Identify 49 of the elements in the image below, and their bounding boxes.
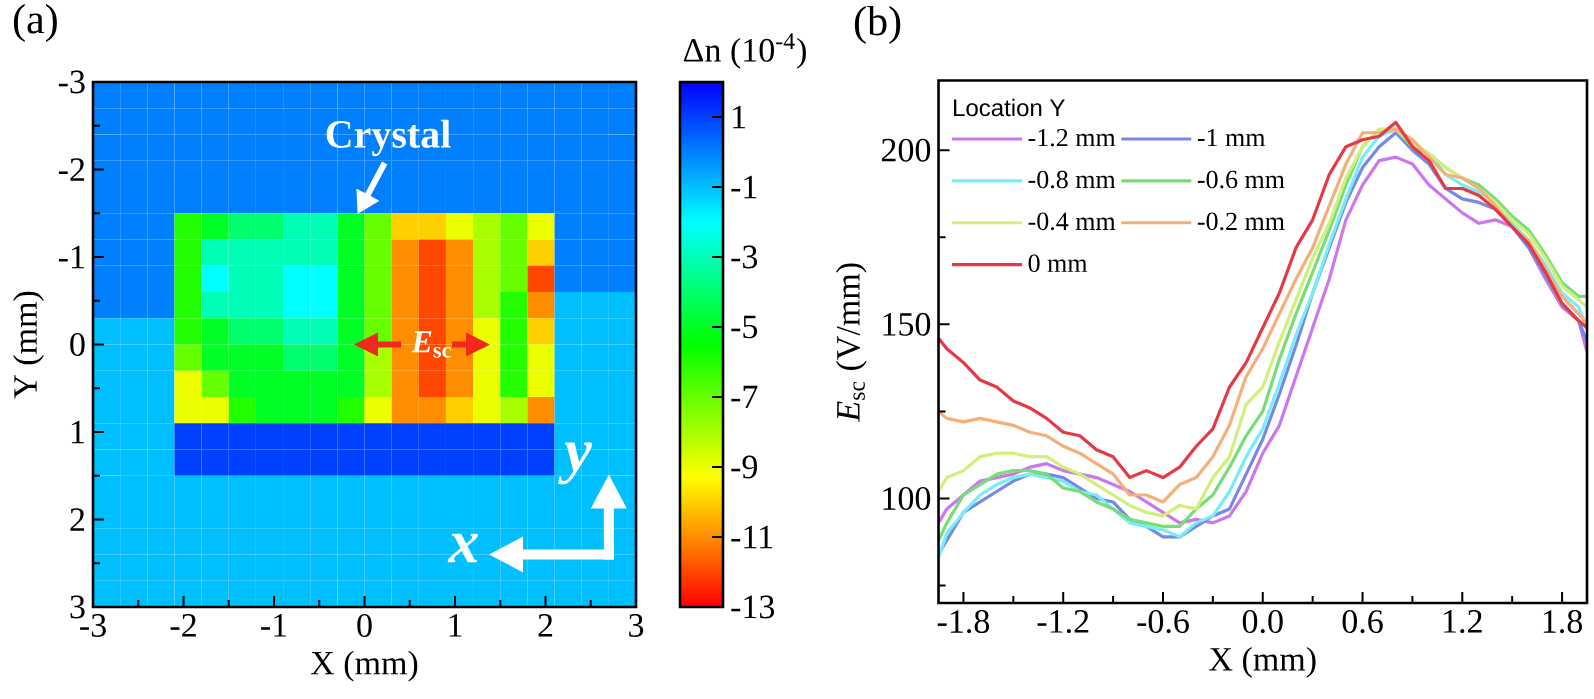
x-axis-title: X (mm) — [1209, 646, 1316, 678]
x-tick-label: -1.8 — [937, 610, 990, 634]
y-tick-label: 1 — [71, 420, 84, 444]
color-bar-label: -13 — [731, 595, 775, 619]
y-tick-label: 0 — [70, 333, 85, 356]
legend-label: -0.6 mm — [1197, 170, 1285, 189]
legend-label: 0 mm — [1028, 254, 1088, 273]
legend-label: -0.2 mm — [1197, 212, 1285, 231]
color-bar-label: -1 — [731, 175, 757, 199]
y-tick-label: -1 — [58, 245, 84, 269]
x-tick-label: 3 — [629, 614, 644, 637]
y-axis-title: Y (mm) — [13, 291, 44, 399]
y-tick-label: 200 — [881, 138, 931, 162]
chart-title: (a) — [13, 3, 57, 43]
legend-title: Location Y — [954, 98, 1065, 117]
annotation: y — [558, 442, 592, 485]
x-tick-label: 0.0 — [1242, 610, 1283, 634]
legend-label: -1.2 mm — [1028, 128, 1116, 147]
y-axis-title: E$_{sc}$ (V/mm) — [835, 263, 867, 422]
x-tick-label: 0.6 — [1342, 610, 1383, 634]
annotation: E$_{sc}$ — [411, 331, 451, 358]
annotation: Crystal — [326, 119, 451, 157]
x-tick-label: -1 — [261, 614, 287, 637]
x-tick-label: 2 — [538, 614, 553, 637]
color-bar-label: -5 — [731, 315, 758, 339]
x-axis-title: X (mm) — [310, 650, 418, 682]
color-bar-label: -7 — [731, 385, 758, 409]
y-tick-label: 150 — [883, 312, 931, 336]
x-tick-label: -0.6 — [1137, 610, 1189, 634]
color-bar-label: -3 — [731, 245, 758, 269]
y-tick-label: 100 — [883, 487, 931, 510]
legend-label: -0.4 mm — [1028, 212, 1116, 231]
color-bar-label: -11 — [731, 525, 773, 549]
color-bar-title: Δn (10$^{-4}$) — [683, 33, 806, 69]
y-tick-label: 2 — [70, 508, 85, 531]
chart-title: (b) — [854, 5, 901, 45]
x-tick-label: 1.8 — [1543, 610, 1583, 634]
x-tick-label: 0 — [357, 614, 372, 638]
y-tick-label: -2 — [58, 158, 85, 181]
x-tick-label: 1 — [449, 614, 462, 637]
x-tick-label: -2 — [170, 614, 196, 637]
legend-label: -0.8 mm — [1028, 170, 1116, 189]
color-bar-label: 1 — [733, 105, 746, 129]
color-bar-label: -9 — [731, 455, 758, 479]
x-tick-label: 1.2 — [1444, 610, 1482, 634]
legend-label: -1 mm — [1197, 128, 1266, 147]
x-tick-label: -1.2 — [1037, 610, 1089, 634]
annotation: x — [447, 533, 478, 563]
y-tick-label: -3 — [58, 70, 85, 94]
